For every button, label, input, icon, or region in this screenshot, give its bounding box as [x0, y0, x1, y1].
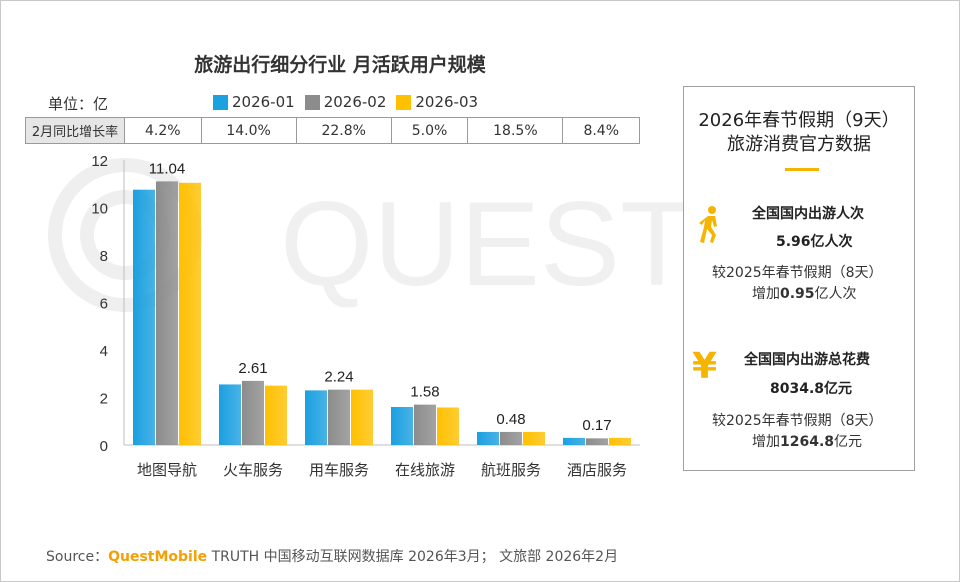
yoy-cell: 5.0% [390, 117, 469, 144]
stat1-compare-prefix: 增加 [752, 286, 780, 302]
source-note: Source：QuestMobile TRUTH 中国移动互联网数据库 2026… [46, 546, 618, 566]
legend-item-3: 2026-03 [396, 93, 478, 111]
x-tick-label: 火车服务 [223, 461, 283, 479]
data-label: 2.24 [324, 369, 353, 386]
walking-person-icon [699, 206, 717, 243]
data-label: 2.61 [238, 360, 267, 377]
y-tick-label: 8 [100, 248, 108, 265]
bar-2026-01-地图导航 [133, 189, 155, 445]
legend-swatch-2 [304, 94, 320, 110]
yoy-growth-row: 2月同比增长率 4.2% 14.0% 22.8% 5.0% 18.5% 8.4% [25, 117, 640, 144]
stat2-compare-suffix: 亿元 [834, 434, 863, 450]
stat2-compare-line2: 增加1264.8亿元 [712, 432, 883, 453]
bar-2026-02-航班服务 [500, 431, 522, 445]
y-tick-label: 10 [91, 201, 108, 218]
stat1-value: 5.96亿人次 [776, 234, 853, 250]
panel-title: 2026年春节假期（9天） 旅游消费官方数据 [684, 109, 914, 157]
stat1-compare-line2: 增加0.95亿人次 [712, 284, 883, 305]
source-brand: QuestMobile [108, 549, 208, 565]
legend-label-1: 2026-01 [232, 93, 295, 111]
yuan-icon: ¥ [692, 346, 718, 387]
bar-2026-02-酒店服务 [586, 438, 608, 445]
unit-label: 单位：亿 [48, 95, 109, 113]
stat2-compare-line1: 较2025年春节假期（8天） [712, 413, 883, 429]
yoy-cell: 8.4% [562, 117, 640, 144]
panel-title-underline [785, 168, 819, 171]
legend-label-2: 2026-02 [323, 93, 387, 111]
panel-title-line1: 2026年春节假期（9天） [698, 110, 900, 131]
legend-item-1: 2026-01 [213, 93, 295, 111]
bar-2026-03-在线旅游 [437, 407, 459, 445]
yoy-cell: 4.2% [124, 117, 202, 144]
data-label: 0.48 [496, 411, 525, 428]
stat1-compare: 较2025年春节假期（8天） 增加0.95亿人次 [712, 263, 883, 305]
bar-2026-03-酒店服务 [609, 437, 631, 445]
x-tick-label: 在线旅游 [395, 461, 455, 479]
y-tick-label: 4 [100, 343, 108, 360]
bar-2026-03-火车服务 [265, 385, 287, 445]
chart-title: 旅游出行细分行业 月活跃用户规模 [194, 54, 486, 76]
y-tick-label: 0 [100, 438, 108, 455]
yoy-row-label: 2月同比增长率 [25, 117, 125, 144]
bar-2026-02-火车服务 [242, 380, 264, 445]
source-text: TRUTH 中国移动互联网数据库 2026年3月； 文旅部 2026年2月 [207, 549, 619, 565]
x-tick-label: 地图导航 [137, 461, 197, 479]
bar-2026-01-航班服务 [477, 431, 499, 445]
y-tick-label: 2 [100, 391, 108, 408]
legend-swatch-3 [396, 94, 412, 110]
source-prefix: Source： [46, 549, 109, 565]
stat1-compare-suffix: 亿人次 [814, 286, 857, 302]
stat1-label: 全国国内出游人次 [752, 206, 864, 222]
stat2-label: 全国国内出游总花费 [744, 352, 870, 368]
stat2-compare: 较2025年春节假期（8天） 增加1264.8亿元 [712, 411, 883, 453]
data-label: 0.17 [582, 417, 611, 434]
bar-2026-03-用车服务 [351, 389, 373, 445]
legend-item-2: 2026-02 [304, 93, 387, 111]
bar-2026-03-地图导航 [179, 182, 201, 446]
yoy-cell: 14.0% [200, 117, 297, 144]
panel-title-line2: 旅游消费官方数据 [727, 134, 871, 155]
bar-2026-02-用车服务 [328, 389, 350, 445]
legend-label-3: 2026-03 [415, 93, 479, 111]
x-tick-label: 航班服务 [481, 461, 541, 479]
bar-2026-01-火车服务 [219, 384, 241, 445]
stat2-compare-value: 1264.8 [780, 434, 835, 450]
bar-2026-01-在线旅游 [391, 407, 413, 445]
x-tick-label: 用车服务 [309, 461, 369, 479]
stat1-compare-line1: 较2025年春节假期（8天） [712, 265, 883, 281]
bar-2026-02-地图导航 [156, 181, 178, 445]
y-tick-label: 6 [100, 296, 108, 313]
bar-2026-01-酒店服务 [563, 437, 585, 445]
yoy-growth-table: 2月同比增长率 4.2% 14.0% 22.8% 5.0% 18.5% 8.4% [25, 117, 640, 144]
bar-chart: 0 2 4 6 8 10 12 11.04 地图导航 2.61 火车服务 2.24 用车服务 1.58 在线… [91, 153, 640, 479]
x-tick-label: 酒店服务 [567, 461, 627, 479]
legend-swatch-1 [213, 94, 228, 110]
stat1-compare-value: 0.95 [780, 286, 815, 302]
bar-2026-02-在线旅游 [414, 404, 436, 445]
stat2-value: 8034.8亿元 [770, 381, 853, 397]
y-tick-label: 12 [91, 153, 108, 170]
bar-2026-03-航班服务 [523, 431, 545, 445]
data-label: 1.58 [410, 384, 439, 401]
holiday-data-panel: 2026年春节假期（9天） 旅游消费官方数据 全国国内出游人次 5.96亿人次 … [683, 86, 915, 471]
data-label: 11.04 [149, 160, 185, 177]
yoy-cell: 22.8% [295, 117, 392, 144]
legend: 2026-01 2026-02 2026-03 [213, 93, 478, 111]
stat2-compare-prefix: 增加 [752, 434, 780, 450]
bar-2026-01-用车服务 [305, 390, 327, 445]
yoy-cell: 18.5% [467, 117, 564, 144]
